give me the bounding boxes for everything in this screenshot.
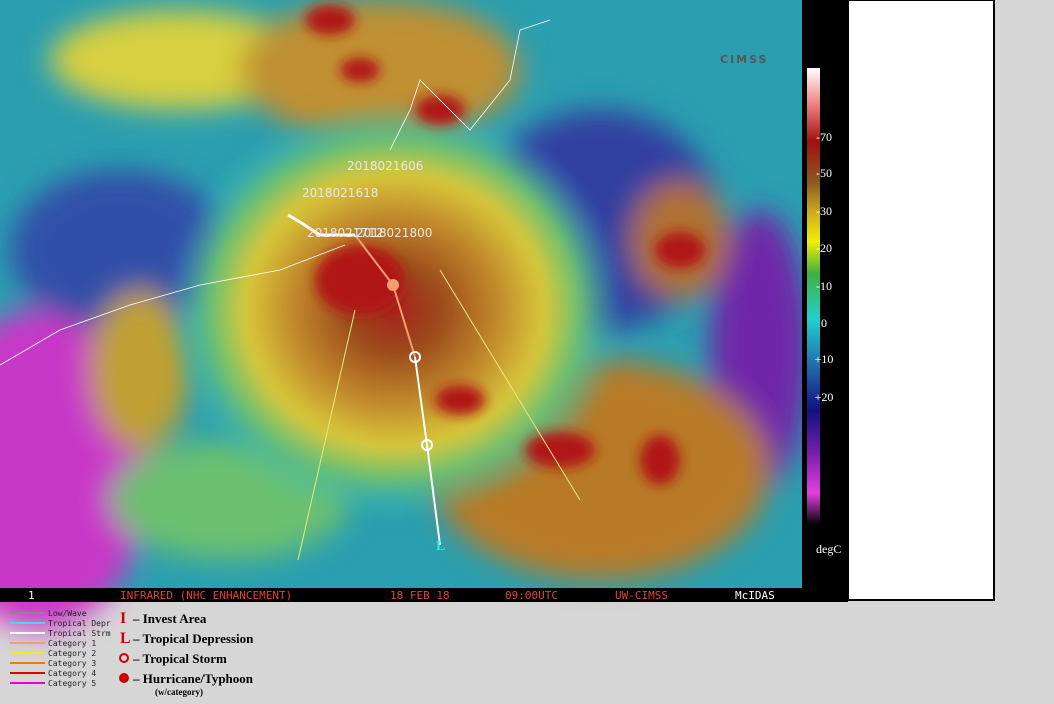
legend-icon (119, 653, 129, 663)
status-text: INFRARED (NHC ENHANCEMENT) (120, 589, 292, 602)
legend-label: – Invest Area (132, 611, 207, 626)
storm-symbol (387, 279, 399, 291)
legend-label: Tropical Depr (48, 619, 111, 628)
storm-symbol (421, 439, 433, 451)
status-text: 09:00UTC (505, 589, 558, 602)
legend-label: Tropical Strm (48, 629, 111, 638)
storm-symbol (409, 351, 421, 363)
colorbar-label: -70 (816, 130, 832, 144)
status-text: 1 (28, 589, 35, 602)
legend-icon (119, 673, 129, 683)
legend-label: – Tropical Depression (132, 631, 254, 646)
legend-label: – Tropical Storm (132, 651, 227, 666)
legend-symbol: I (120, 610, 126, 627)
legend-note: (w/category) (155, 687, 203, 697)
coastline (389, 19, 551, 151)
colorbar-label: +20 (815, 390, 834, 404)
track (287, 213, 355, 237)
legend-label: – Hurricane/Typhoon (132, 671, 254, 686)
colorbar-label: -30 (816, 204, 832, 218)
legend-label: Category 1 (48, 639, 96, 648)
colorbar-label: -10 (816, 279, 832, 293)
legend-label: Category 3 (48, 659, 96, 668)
forecast-cone (439, 269, 581, 501)
logo: CIMSS (720, 53, 768, 66)
legend-label: Category 4 (48, 669, 96, 678)
colorbar-label: -50 (816, 166, 832, 180)
legend-symbol: L (120, 630, 131, 647)
status-text: UW-CIMSS (615, 589, 668, 602)
legend-label: Category 5 (48, 679, 96, 688)
track-label: 2018021618 (302, 186, 378, 200)
legend-label: Low/Wave (48, 609, 87, 618)
coastline (0, 244, 346, 366)
status-text: 18 FEB 18 (390, 589, 450, 602)
track-symbol: L (436, 539, 445, 554)
colorbar (807, 68, 820, 525)
track-label: 2018021712 (307, 226, 383, 240)
colorbar-label: -20 (816, 241, 832, 255)
track (414, 356, 441, 546)
colorbar-label: 0 (821, 316, 827, 330)
track-label: 2018021606 (347, 159, 423, 173)
forecast-cone (297, 309, 356, 561)
legend-label: Category 2 (48, 649, 96, 658)
status-text: McIDAS (735, 589, 775, 602)
colorbar-label: +10 (815, 352, 834, 366)
track-label: 2018021800 (356, 226, 432, 240)
colorbar-unit: degC (816, 542, 841, 556)
